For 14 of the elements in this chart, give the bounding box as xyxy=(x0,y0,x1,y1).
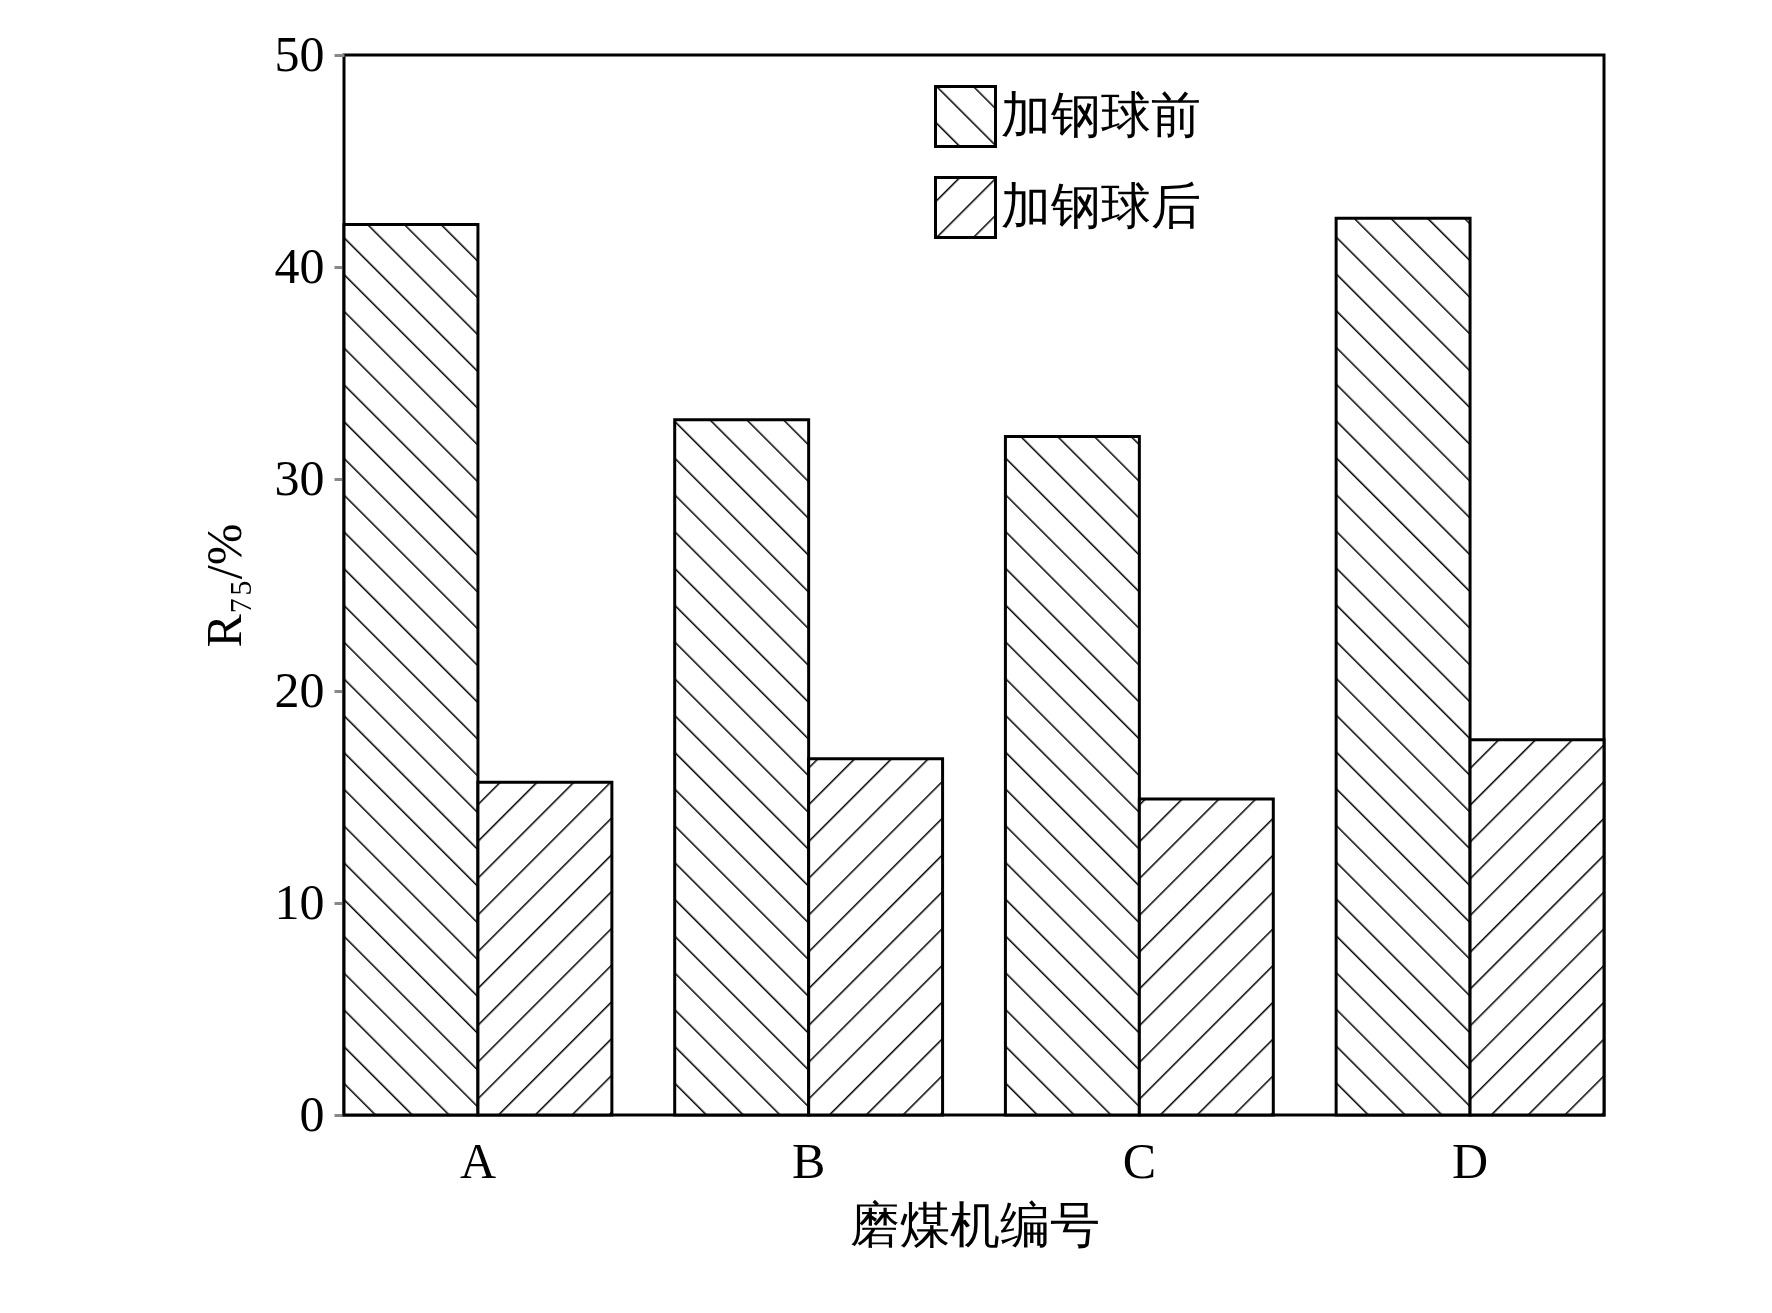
x-tick-label: C xyxy=(1122,1132,1157,1189)
legend-label: 加钢球前 xyxy=(1001,86,1201,143)
y-tick-label: 0 xyxy=(299,1085,325,1142)
x-tick-label: A xyxy=(459,1132,496,1189)
x-axis-title: 磨煤机编号 xyxy=(849,1196,1100,1253)
y-tick-label: 40 xyxy=(274,237,325,294)
y-tick-label: 10 xyxy=(274,873,325,930)
x-tick-label: D xyxy=(1452,1132,1489,1189)
y-axis-title: R₇₅/% xyxy=(195,523,252,648)
x-tick-label: B xyxy=(791,1132,826,1189)
y-tick-label: 50 xyxy=(274,25,325,82)
legend-label: 加钢球后 xyxy=(1001,177,1201,234)
y-tick-label: 20 xyxy=(274,661,325,718)
y-tick-label: 30 xyxy=(274,449,325,506)
